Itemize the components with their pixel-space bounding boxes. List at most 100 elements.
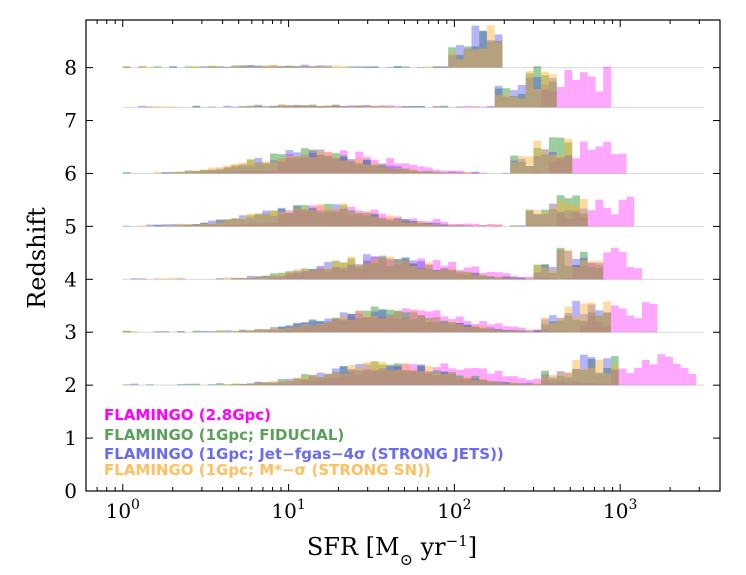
histogram-bar [401,169,410,174]
histogram-bar [525,331,534,333]
histogram-bar [370,164,379,174]
histogram-bar [378,106,387,108]
histogram-bar [316,372,325,386]
histogram-bar [494,34,503,68]
histogram-bar [409,221,418,227]
histogram-bar [153,224,162,227]
histogram-bar [308,157,317,174]
histogram-bar [239,330,247,333]
histogram-bar [177,331,185,333]
histogram-bar [393,218,402,227]
histogram-bar [564,142,573,174]
histogram-bar [440,268,449,280]
histogram-bar [169,171,178,174]
histogram-bar [370,165,379,174]
histogram-bar [548,206,557,227]
histogram-bar [401,163,410,174]
histogram-bar [355,367,363,386]
histogram-bar [587,304,596,333]
histogram-bar [502,96,511,108]
histogram-bar [533,89,542,108]
histogram-bar [161,331,170,333]
histogram-bar [378,167,387,174]
histogram-bar [370,361,379,386]
histogram-bar [479,378,487,386]
histogram-bar [626,373,635,386]
histogram-bar [378,361,387,386]
histogram-bar [448,372,456,386]
x-tick-label: 102 [437,497,471,523]
histogram-bar [301,379,309,386]
histogram-bar [541,214,549,227]
histogram-bar [517,383,526,386]
histogram-bar [572,195,580,227]
histogram-bar [270,153,278,174]
histogram-bar [463,272,472,280]
histogram-bar [486,277,495,280]
histogram-bar [246,105,255,108]
histogram-bar [161,106,170,108]
histogram-bar [301,105,309,108]
histogram-bar [494,382,503,386]
histogram-bar [610,214,619,227]
histogram-bar [355,66,363,68]
histogram-bar [370,66,379,68]
histogram-bar [370,315,379,333]
histogram-bar [270,382,278,386]
histogram-bar [239,65,247,68]
histogram-bar [401,66,410,68]
histogram-bar [548,323,557,333]
histogram-bar [610,365,619,386]
histogram-bar [541,75,549,108]
histogram-bar [192,170,201,174]
histogram-bar [262,106,271,108]
histogram-bar [293,377,302,386]
histogram-bar [192,330,201,333]
histogram-bar [324,152,332,174]
histogram-bar [301,322,309,333]
histogram-bar [564,373,573,386]
histogram-bar [579,303,588,333]
legend-entry-large-box: FLAMINGO (2.8Gpc) [104,406,271,424]
histogram-bar [502,172,511,174]
histogram-bar [262,106,271,108]
histogram-bar [494,277,503,280]
histogram-bar [587,357,596,386]
histogram-bar [440,320,449,333]
histogram-bar [192,224,201,227]
histogram-bar [486,106,495,108]
histogram-bar [424,223,433,227]
histogram-bar [122,331,131,333]
histogram-bar [239,164,247,174]
histogram-bar [533,76,542,108]
histogram-bar [223,66,232,68]
histogram-bar [634,268,642,280]
histogram-bar [432,370,441,386]
histogram-bar [130,330,139,333]
histogram-bar [270,327,278,333]
histogram-bar [479,30,487,68]
histogram-bar [231,218,240,227]
histogram-bar [177,172,185,174]
histogram-bar [502,330,511,333]
histogram-bar [331,317,340,333]
histogram-bar [347,106,356,108]
histogram-bar [486,373,495,386]
histogram-bar [215,278,224,280]
histogram-bar [362,215,371,227]
histogram-bar [541,150,549,174]
histogram-bar [254,162,263,174]
histogram-bar [355,105,363,108]
histogram-bar [285,378,294,386]
histogram-bar [471,325,480,333]
histogram-bar [556,211,565,227]
histogram-bar [362,159,371,174]
histogram-bar [262,330,271,333]
histogram-bar [308,320,317,333]
histogram-bar [533,378,542,386]
histogram-bar [455,323,464,333]
histogram-bar [223,66,232,68]
histogram-bar [610,154,619,174]
histogram-bar [587,261,596,280]
histogram-bar [393,263,402,280]
